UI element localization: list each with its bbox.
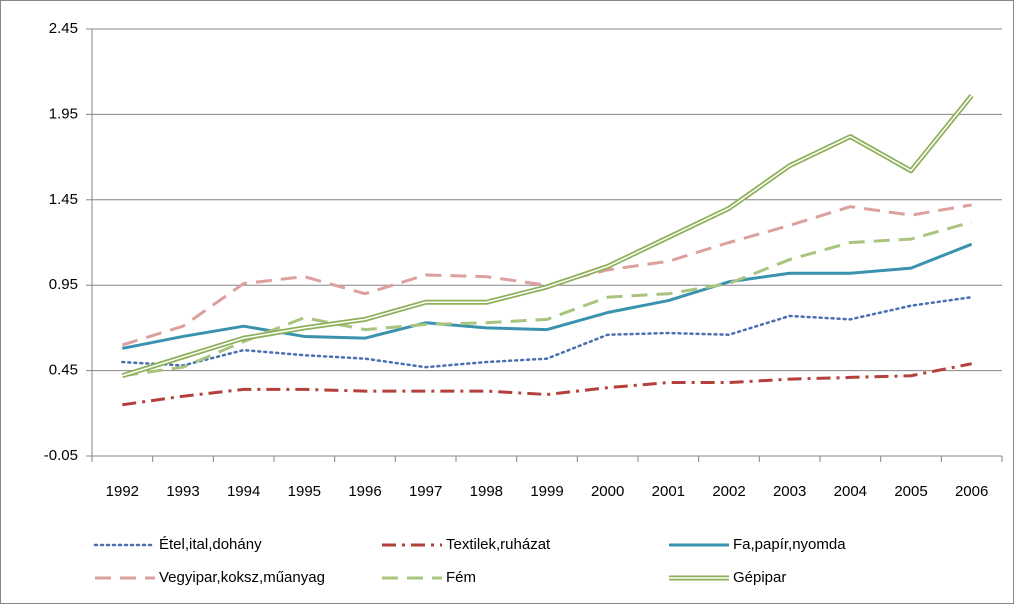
x-tick-label: 2004: [834, 483, 867, 500]
x-tick-label: 1992: [106, 483, 139, 500]
legend-label: Textilek,ruházat: [446, 536, 551, 553]
series-line: [121, 295, 973, 369]
series-line: [122, 362, 972, 407]
legend-label: Vegyipar,koksz,műanyag: [159, 569, 325, 586]
x-tick-label: 2001: [652, 483, 685, 500]
y-tick-label: 2.45: [49, 20, 78, 37]
x-tick-label: 1993: [166, 483, 199, 500]
y-tick-label: 1.95: [49, 105, 78, 122]
y-tick-label: 1.45: [49, 191, 78, 208]
x-tick-label: 1996: [348, 483, 381, 500]
x-tick-label: 2005: [894, 483, 927, 500]
x-tick-label: 1995: [288, 483, 321, 500]
x-tick-label: 2002: [712, 483, 745, 500]
x-tick-label: 1998: [470, 483, 503, 500]
y-tick-label: 0.95: [49, 276, 78, 293]
series-line: [121, 203, 972, 347]
y-tick-label: -0.05: [44, 447, 78, 464]
x-tick-label: 1997: [409, 483, 442, 500]
legend-label: Fa,papír,nyomda: [733, 536, 846, 553]
series-line-inner: [122, 95, 973, 377]
x-tick-label: 2006: [955, 483, 988, 500]
legend-label: Fém: [446, 569, 476, 586]
x-tick-label: 2003: [773, 483, 806, 500]
x-tick-label: 2000: [591, 483, 624, 500]
x-tick-label: 1999: [530, 483, 563, 500]
legend-label: Étel,ital,dohány: [159, 536, 262, 553]
y-tick-label: 0.45: [49, 362, 78, 379]
legend-label: Gépipar: [733, 569, 786, 586]
series-line: [122, 242, 973, 350]
series-line: [122, 220, 973, 378]
x-tick-label: 1994: [227, 483, 260, 500]
